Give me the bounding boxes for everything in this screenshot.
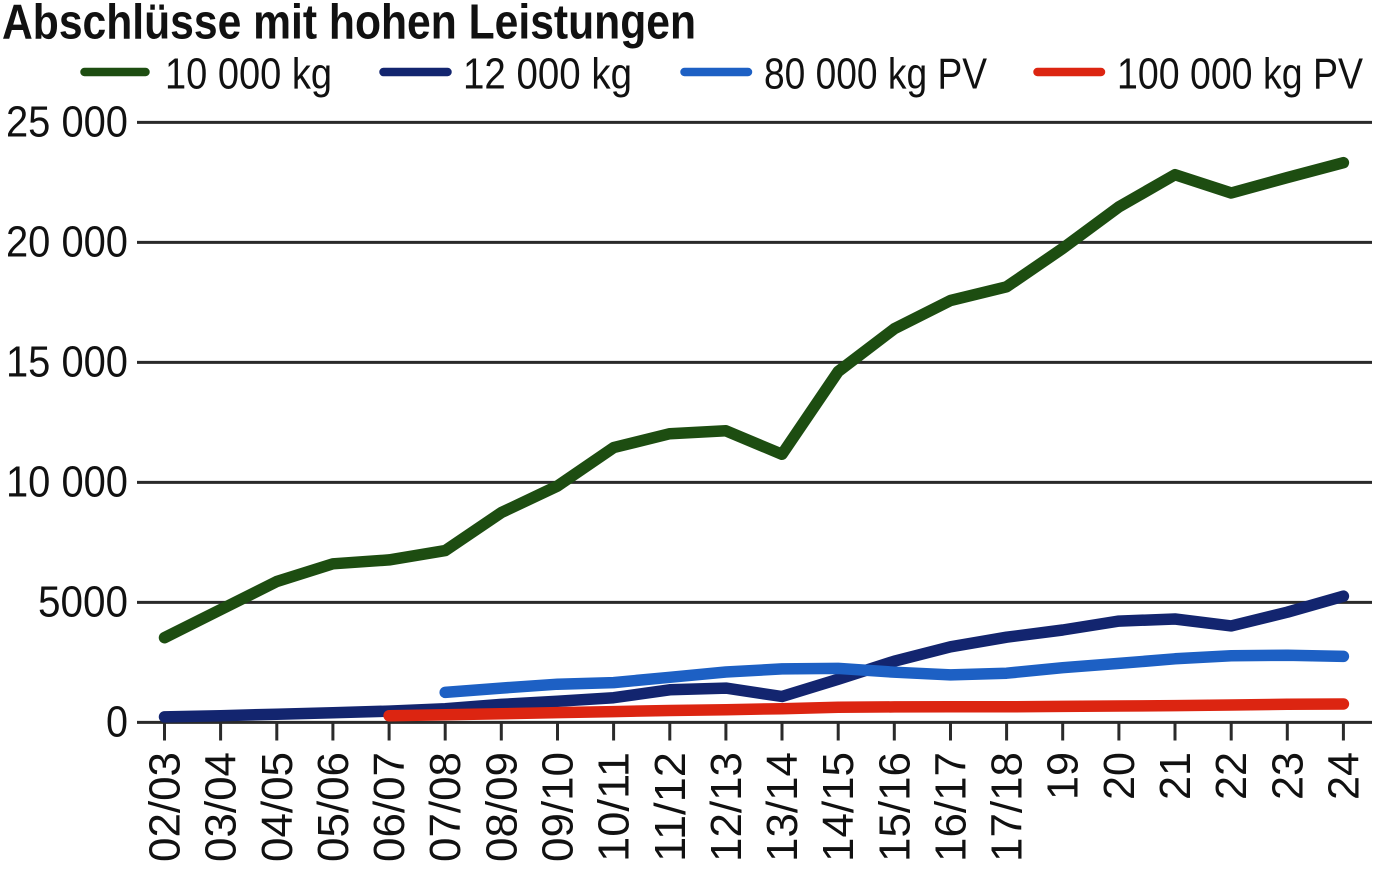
svg-text:16/17: 16/17 [928, 752, 976, 862]
svg-text:12/13: 12/13 [703, 752, 751, 862]
svg-text:04/05: 04/05 [254, 752, 302, 862]
svg-text:23: 23 [1264, 752, 1312, 800]
svg-text:12 000 kg: 12 000 kg [463, 50, 632, 98]
svg-text:15/16: 15/16 [871, 752, 919, 862]
svg-text:20 000: 20 000 [6, 218, 128, 266]
svg-text:07/08: 07/08 [422, 752, 470, 862]
svg-text:17/18: 17/18 [984, 752, 1032, 862]
svg-text:14/15: 14/15 [815, 752, 863, 862]
svg-text:Abschlüsse mit hohen Leistunge: Abschlüsse mit hohen Leistungen [2, 0, 696, 50]
svg-text:20: 20 [1096, 752, 1144, 800]
svg-text:10/11: 10/11 [591, 752, 639, 862]
svg-text:5000: 5000 [38, 578, 128, 626]
svg-text:24: 24 [1320, 752, 1368, 800]
svg-text:100 000 kg PV: 100 000 kg PV [1117, 50, 1363, 98]
svg-text:21: 21 [1152, 752, 1200, 800]
svg-text:25 000: 25 000 [6, 98, 128, 146]
svg-text:06/07: 06/07 [366, 752, 414, 862]
svg-text:02/03: 02/03 [142, 752, 190, 862]
svg-text:08/09: 08/09 [478, 752, 526, 862]
svg-text:11/12: 11/12 [647, 752, 695, 862]
svg-text:03/04: 03/04 [198, 752, 246, 862]
svg-text:0: 0 [106, 698, 128, 746]
svg-text:15 000: 15 000 [6, 338, 128, 386]
svg-text:05/06: 05/06 [310, 752, 358, 862]
svg-text:10 000: 10 000 [6, 458, 128, 506]
svg-text:09/10: 09/10 [535, 752, 583, 862]
svg-text:19: 19 [1040, 752, 1088, 800]
svg-text:22: 22 [1208, 752, 1256, 800]
svg-text:13/14: 13/14 [759, 752, 807, 862]
svg-text:10 000 kg: 10 000 kg [165, 50, 332, 98]
svg-text:80 000 kg PV: 80 000 kg PV [764, 50, 987, 98]
